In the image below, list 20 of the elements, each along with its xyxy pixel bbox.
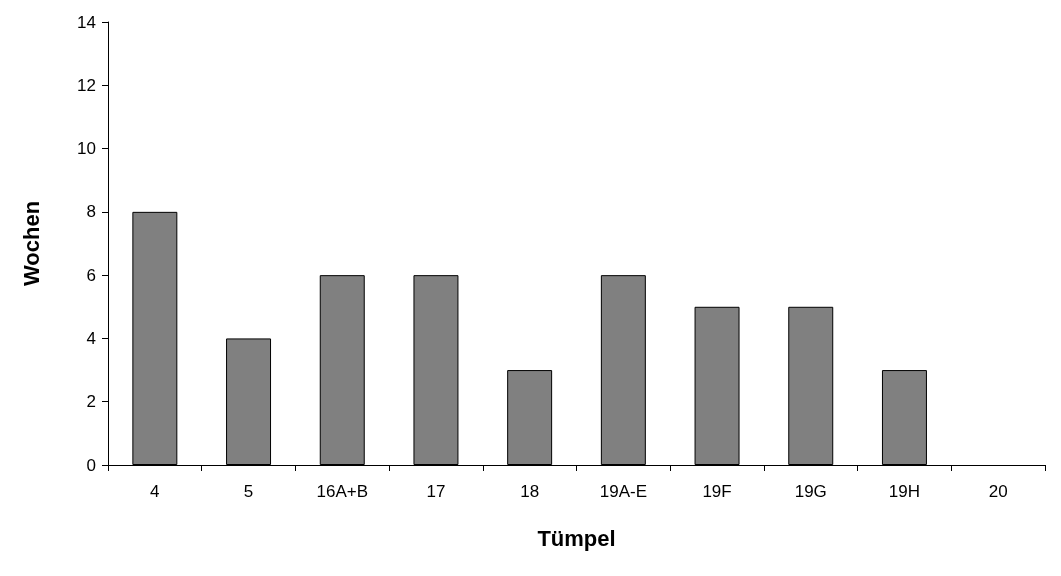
y-tick-label: 0: [86, 455, 96, 475]
y-axis-title: Wochen: [18, 200, 44, 287]
x-tick-label: 19G: [794, 482, 827, 501]
x-tick-label: 17: [426, 482, 446, 501]
x-tick-label: 19F: [702, 482, 732, 501]
x-tick-label: 20: [988, 482, 1008, 501]
x-axis-title: Tümpel: [537, 525, 616, 551]
y-tick-label: 2: [86, 392, 96, 412]
y-tick-label: 6: [86, 265, 96, 285]
x-tick-label: 4: [150, 482, 160, 501]
y-tick-label: 14: [77, 12, 96, 32]
y-tick-label: 4: [86, 328, 96, 348]
x-tick-label: 16A+B: [316, 482, 369, 501]
x-tick-label: 19H: [888, 482, 921, 501]
x-tick-label: 18: [520, 482, 540, 501]
x-tick-label: 19A-E: [599, 482, 647, 501]
y-tick-label: 8: [86, 202, 96, 222]
y-tick-label: 10: [77, 139, 96, 159]
y-tick-label: 12: [77, 75, 96, 95]
x-tick-label: 5: [243, 482, 254, 501]
